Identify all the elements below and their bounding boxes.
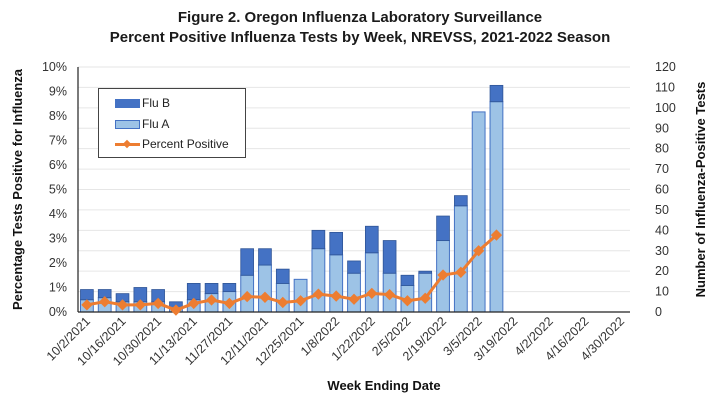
chart-subtitle: Percent Positive Influenza Tests by Week… (109, 29, 611, 46)
left-tick-label: 2% (49, 256, 67, 270)
left-tick-label: 10% (42, 60, 67, 74)
left-tick-label: 1% (49, 281, 67, 295)
percent-positive-marker (152, 297, 164, 310)
right-tick-label: 120 (655, 60, 676, 74)
percent-positive-marker (188, 297, 200, 310)
right-tick-label: 60 (655, 183, 669, 197)
percent-positive-marker (490, 229, 503, 241)
legend-item-flu-b: Flu B (115, 96, 170, 110)
bar-flu-b (436, 215, 450, 241)
percent-positive-marker (134, 299, 146, 311)
bar-flu-b (275, 268, 290, 284)
bar-flu-b (240, 248, 254, 276)
legend-item-percent-positive: Percent Positive (115, 137, 229, 151)
bar-flu-b (489, 84, 504, 103)
percent-positive-marker (383, 288, 396, 301)
bar-flu-a (453, 205, 468, 313)
bar-flu-b (204, 283, 219, 295)
legend-swatch-percent-positive (115, 140, 140, 149)
percent-positive-marker (401, 295, 414, 307)
legend-label-flu-b: Flu B (142, 96, 171, 110)
percent-positive-marker (277, 296, 289, 309)
percent-positive-line (86, 233, 498, 312)
legend: Flu B Flu A Percent Positive (98, 88, 246, 158)
bar-flu-b (382, 240, 397, 274)
chart-title: Figure 2. Oregon Influenza Laboratory Su… (177, 9, 543, 26)
percent-positive-marker (241, 290, 253, 303)
left-tick-label: 5% (49, 183, 67, 197)
right-tick-label: 80 (655, 142, 669, 156)
right-tick-label: 30 (655, 244, 669, 258)
percent-positive-marker (437, 269, 449, 281)
bar-flu-a (311, 248, 326, 313)
right-tick-label: 70 (655, 162, 669, 176)
right-tick-label: 90 (655, 121, 669, 135)
left-tick-label: 0% (49, 305, 67, 319)
percent-positive-marker (455, 266, 467, 278)
right-tick-label: 10 (655, 285, 669, 299)
left-tick-label: 9% (49, 85, 67, 99)
bar-flu-a (347, 272, 361, 313)
bar-flu-b (418, 270, 433, 274)
right-tick-label: 110 (655, 80, 675, 94)
bar-flu-b (258, 248, 272, 266)
right-tick-label: 50 (655, 203, 669, 217)
percent-positive-marker (259, 291, 271, 303)
left-tick-label: 3% (49, 232, 67, 246)
percent-positive-marker (205, 294, 218, 306)
left-tick-label: 7% (49, 134, 67, 148)
legend-label-flu-a: Flu A (142, 117, 170, 131)
right-tick-label: 0 (655, 305, 662, 319)
bar-flu-b (222, 283, 237, 292)
percent-positive-marker (366, 287, 378, 300)
percent-positive-marker (472, 245, 485, 257)
percent-positive-marker (170, 304, 182, 316)
left-tick-label: 4% (49, 207, 67, 221)
bar-flu-b (80, 289, 94, 301)
bar-flu-b (400, 274, 415, 286)
legend-swatch-flu-a (115, 119, 140, 129)
right-tick-label: 40 (655, 223, 669, 237)
left-axis-title: Percentage Tests Positive for Influenza (10, 68, 25, 310)
x-axis-title: Week Ending Date (327, 378, 440, 393)
percent-positive-marker (294, 295, 307, 307)
bar-flu-b (311, 229, 326, 250)
legend-item-flu-a: Flu A (115, 117, 169, 131)
bar-flu-a (258, 264, 272, 313)
percent-positive-marker (419, 292, 431, 304)
left-tick-label: 6% (49, 158, 67, 172)
right-tick-label: 100 (655, 101, 676, 115)
percent-positive-marker (312, 288, 325, 300)
legend-label-percent-positive: Percent Positive (142, 137, 229, 151)
bar-flu-a (489, 101, 504, 313)
bar-flu-b (364, 225, 379, 254)
bar-flu-b (186, 283, 201, 301)
bar-flu-b (347, 260, 361, 274)
bar-flu-a (329, 254, 344, 313)
percent-positive-marker (330, 290, 342, 302)
bar-flu-b (329, 231, 344, 256)
right-axis-title: Number of Influenza-Positive Tests (693, 82, 708, 298)
bar-flu-a (471, 111, 486, 313)
percent-positive-marker (348, 293, 360, 305)
bar-flu-a (364, 252, 379, 313)
right-tick-label: 20 (655, 264, 669, 278)
left-tick-label: 8% (49, 109, 67, 123)
legend-swatch-flu-b (115, 98, 140, 108)
bar-flu-b (454, 195, 468, 207)
percent-positive-marker (223, 297, 236, 310)
